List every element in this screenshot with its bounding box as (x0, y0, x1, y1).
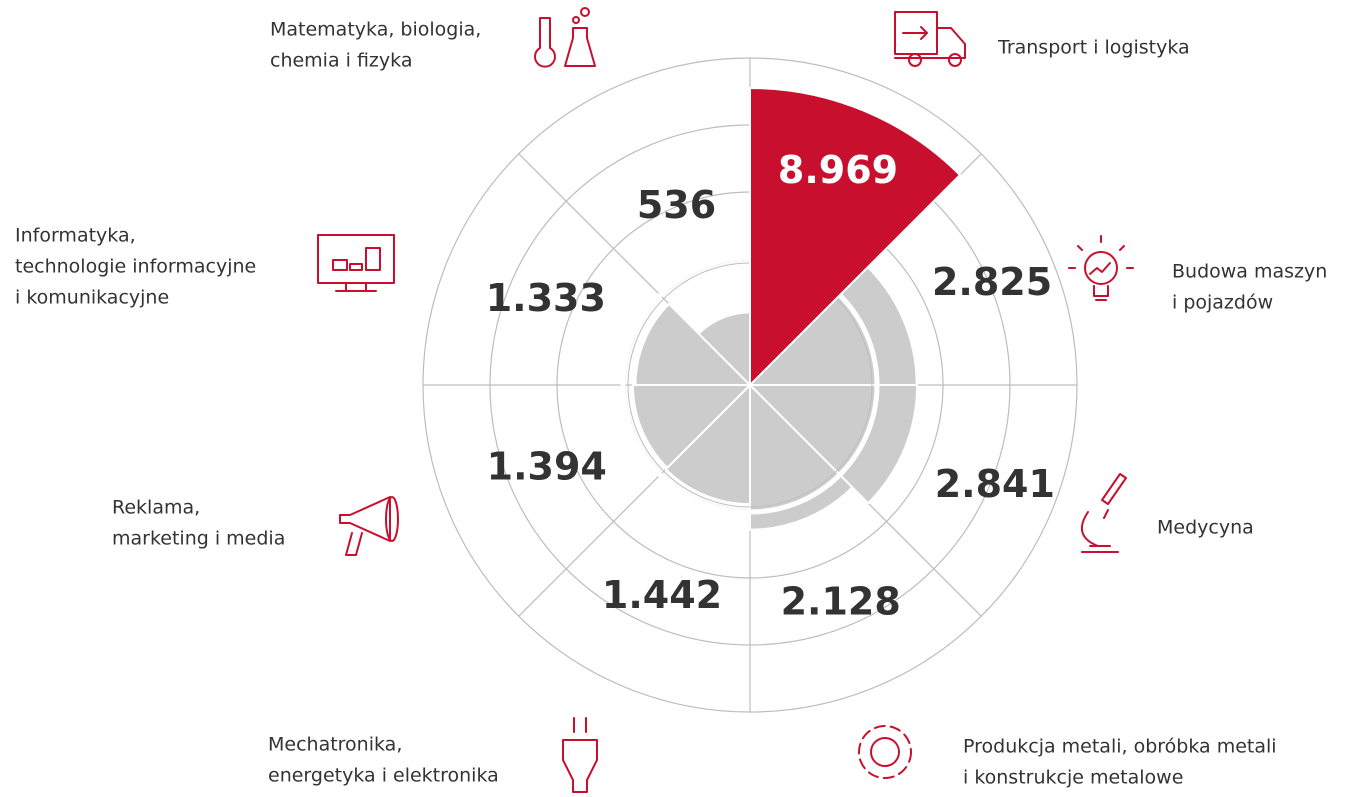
category-label: marketing i media (112, 528, 285, 550)
category-label: Transport i logistyka (997, 37, 1190, 59)
value-label: 1.333 (486, 276, 606, 320)
icon-bulb (1068, 235, 1134, 301)
value-label: 536 (637, 183, 716, 227)
sector (697, 311, 751, 388)
sector (749, 86, 962, 388)
category-label: Produkcja metali, obróbka metali (963, 736, 1277, 758)
sector (634, 302, 753, 386)
category-label: energetyka i elektronika (268, 765, 499, 787)
category-label: chemia i fizyka (270, 50, 412, 72)
category-label: Medycyna (1157, 517, 1254, 539)
value-label: 8.969 (778, 148, 898, 192)
icon-monitor (317, 234, 395, 292)
category-label: Mechatronika, (268, 734, 402, 756)
icon-microscope (1080, 473, 1127, 553)
value-label: 1.394 (487, 445, 607, 489)
icon-lab (534, 7, 596, 68)
value-label: 2.841 (935, 462, 1055, 506)
category-label: Matematyka, biologia, (270, 19, 481, 41)
value-label: 2.825 (932, 260, 1052, 304)
sector (664, 382, 751, 506)
category-label: i pojazdów (1172, 292, 1273, 314)
plot (422, 57, 1078, 713)
category-label: Reklama, (112, 497, 200, 519)
icon-plug (562, 717, 598, 793)
sector (631, 384, 753, 470)
sector (749, 382, 854, 531)
icon-megaphone (339, 496, 399, 556)
icon-gear (858, 725, 912, 779)
value-label: 2.128 (781, 579, 901, 623)
category-label: Informatyka, (15, 225, 136, 247)
category-label: i komunikacyjne (15, 287, 169, 309)
category-label: Budowa maszyn (1172, 261, 1327, 283)
icons (317, 7, 1134, 793)
category-label: i konstrukcje metalowe (963, 767, 1183, 789)
value-label: 1.442 (602, 573, 722, 617)
category-label: technologie informacyjne (15, 256, 256, 278)
icon-truck (894, 11, 966, 67)
